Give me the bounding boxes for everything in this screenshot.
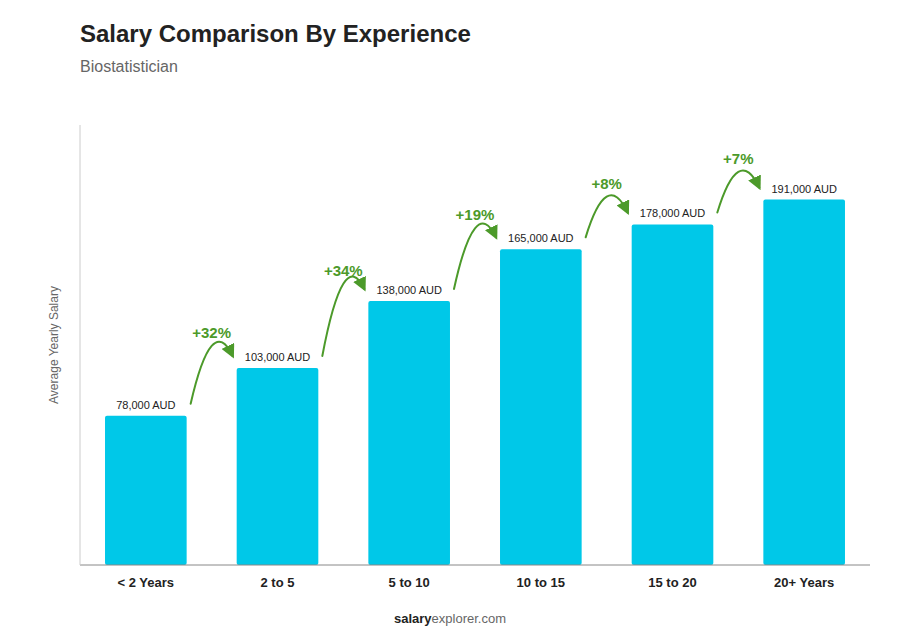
subtitle: Biostatistician <box>80 58 178 75</box>
x-tick-label: 10 to 15 <box>517 575 565 590</box>
change-label: +8% <box>591 175 621 192</box>
data-label: 78,000 AUD <box>116 399 175 411</box>
change-arrow <box>586 195 628 237</box>
bar <box>105 416 187 565</box>
x-tick-label: 5 to 10 <box>389 575 430 590</box>
bar <box>237 368 319 565</box>
bar <box>632 224 714 565</box>
change-label: +19% <box>456 206 495 223</box>
bar <box>763 200 845 565</box>
title: Salary Comparison By Experience <box>80 20 471 47</box>
change-label: +7% <box>723 150 753 167</box>
data-label: 191,000 AUD <box>771 183 836 195</box>
data-label: 165,000 AUD <box>508 232 573 244</box>
change-arrow <box>717 170 759 212</box>
watermark-part: explorer.com <box>432 611 506 626</box>
bars <box>105 200 845 565</box>
data-label: 103,000 AUD <box>245 351 310 363</box>
x-tick-label: 20+ Years <box>774 575 834 590</box>
data-label: 138,000 AUD <box>376 284 441 296</box>
bar <box>368 301 450 565</box>
y-axis-label: Average Yearly Salary <box>47 286 61 404</box>
watermark-part: salary <box>394 611 432 626</box>
chart: Salary Comparison By Experience Biostatis… <box>0 0 900 641</box>
y-axis-line <box>80 125 81 565</box>
x-tick-label: < 2 Years <box>118 575 175 590</box>
x-tick-label: 15 to 20 <box>648 575 696 590</box>
change-arrow <box>191 342 233 404</box>
watermark: salaryexplorer.com <box>394 611 506 626</box>
data-label: 178,000 AUD <box>640 207 705 219</box>
change-label: +34% <box>324 262 363 279</box>
x-axis-line <box>80 565 870 566</box>
change-label: +32% <box>192 324 231 341</box>
bar <box>500 249 582 565</box>
change-arrow <box>322 277 364 356</box>
x-tick-label: 2 to 5 <box>261 575 295 590</box>
change-arrow <box>454 223 496 289</box>
